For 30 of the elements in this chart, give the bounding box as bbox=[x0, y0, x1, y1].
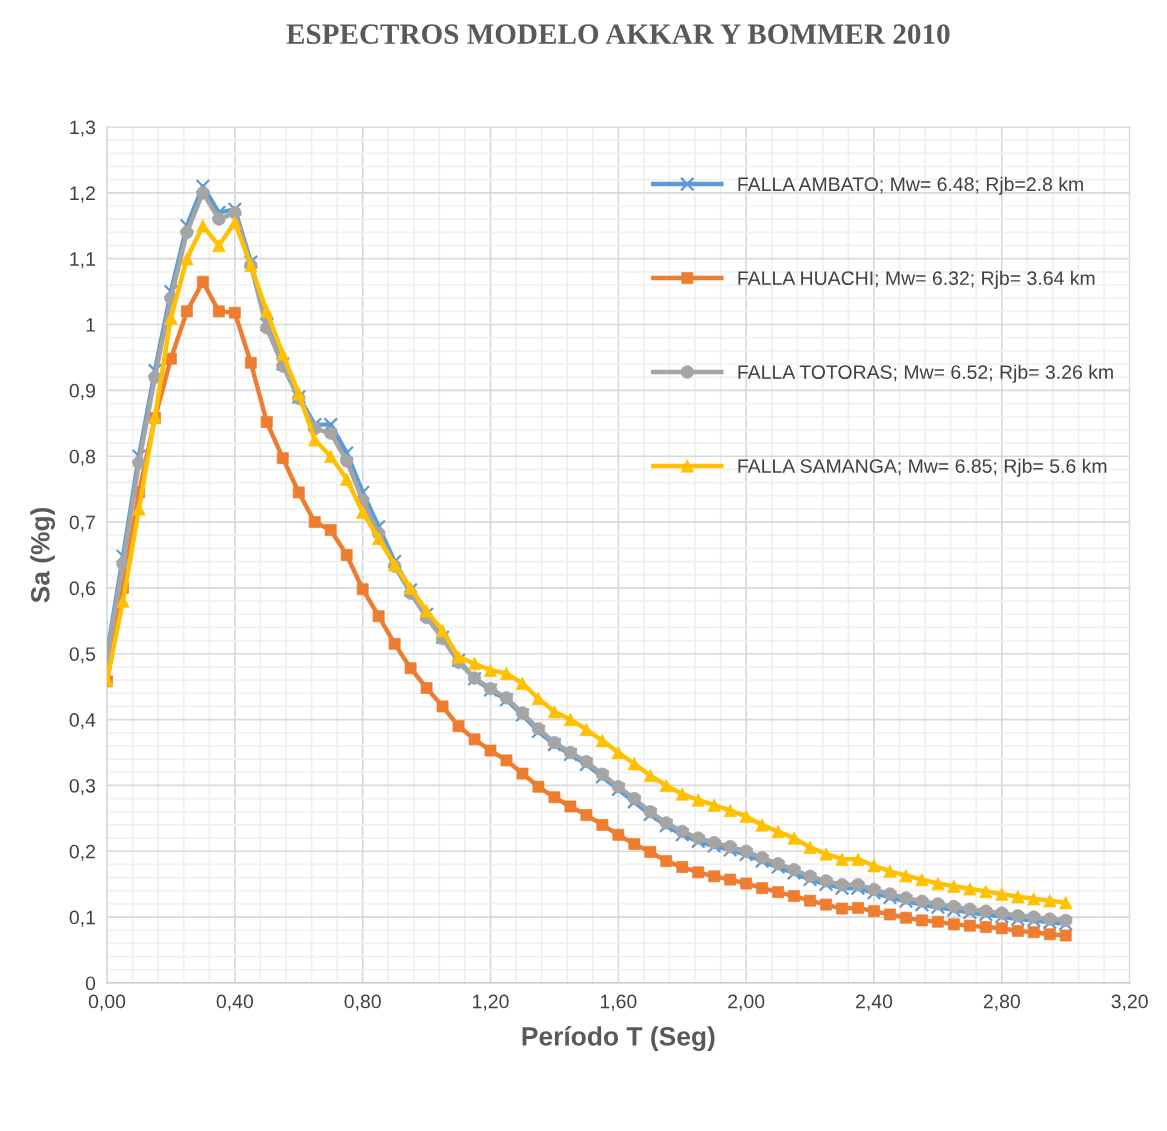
x-tick-label: 1,20 bbox=[473, 994, 509, 1011]
y-tick-label: 0,6 bbox=[69, 581, 96, 598]
x-tick-label: 0,40 bbox=[216, 994, 254, 1011]
y-tick-label: 1,1 bbox=[70, 252, 95, 269]
x-tick-label: 2,80 bbox=[983, 994, 1020, 1011]
y-tick-label: 0,8 bbox=[69, 449, 96, 466]
y-tick-label: 0,7 bbox=[69, 515, 95, 532]
y-tick-label: 1,2 bbox=[70, 186, 95, 203]
y-tick-label: 0,1 bbox=[69, 910, 95, 927]
y-tick-label: 0,2 bbox=[69, 844, 95, 861]
y-tick-label: 0,9 bbox=[69, 383, 95, 400]
y-tick-label: 0 bbox=[85, 976, 96, 991]
chart-title: ESPECTROS MODELO AKKAR Y BOMMER 2010 bbox=[286, 24, 950, 44]
x-tick-label: 2,40 bbox=[856, 994, 893, 1011]
legend-label: FALLA TOTORAS; Mw= 6.52; Rjb= 3.26 km bbox=[738, 364, 1113, 383]
x-tick-label: 3,20 bbox=[1111, 994, 1148, 1011]
x-tick-label: 0,80 bbox=[344, 994, 381, 1011]
y-tick-label: 0,5 bbox=[69, 647, 96, 664]
legend-label: FALLA HUACHI; Mw= 6.32; Rjb= 3.64 km bbox=[738, 270, 1095, 289]
x-tick-label: 1,60 bbox=[600, 994, 637, 1011]
y-tick-label: 1 bbox=[86, 318, 95, 332]
x-tick-label: 0,00 bbox=[88, 994, 126, 1011]
x-tick-label: 2,00 bbox=[728, 994, 765, 1011]
y-tick-label: 1,3 bbox=[70, 120, 96, 137]
y-tick-label: 0,4 bbox=[69, 713, 96, 730]
y-axis-title: Sa (%g) bbox=[30, 507, 55, 603]
x-axis-title: Período T (Seg) bbox=[522, 1026, 715, 1052]
legend-label: FALLA AMBATO; Mw= 6.48; Rjb=2.8 km bbox=[738, 176, 1083, 195]
y-tick-label: 0,3 bbox=[69, 778, 96, 795]
legend-label: FALLA SAMANGA; Mw= 6.85; Rjb= 5.6 km bbox=[738, 458, 1107, 477]
